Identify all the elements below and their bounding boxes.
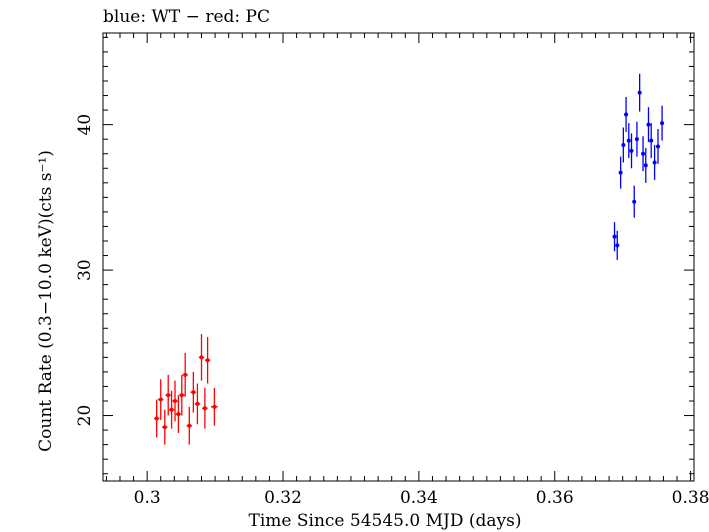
x-tick-label: 0.34 — [400, 488, 438, 508]
data-point — [632, 199, 637, 204]
data-point — [202, 406, 207, 411]
data-point — [187, 423, 192, 428]
data-point — [212, 404, 217, 409]
data-point — [195, 401, 200, 406]
data-point — [179, 393, 184, 398]
data-point — [154, 416, 159, 421]
data-point — [621, 143, 626, 147]
data-point — [191, 390, 196, 395]
data-point — [173, 399, 178, 403]
data-point — [624, 112, 629, 117]
data-point — [166, 393, 171, 398]
data-point — [618, 170, 623, 175]
x-tick-label: 0.38 — [672, 488, 709, 508]
data-point — [199, 355, 204, 360]
data-point — [162, 425, 167, 430]
data-point — [612, 234, 617, 239]
data-point — [643, 163, 648, 168]
x-tick-label: 0.32 — [264, 488, 302, 508]
y-tick-label: 20 — [75, 405, 95, 427]
data-point — [176, 412, 181, 417]
data-point — [649, 138, 654, 143]
data-point — [641, 151, 646, 156]
data-point — [655, 144, 660, 149]
axes: 0.3 0.32 0.34 0.36 0.38 20 30 40 — [75, 32, 709, 508]
series-1 — [612, 73, 665, 260]
data-point — [615, 243, 620, 248]
x-tick-label: 0.36 — [536, 488, 574, 508]
data-point — [637, 90, 642, 95]
x-tick-label: 0.3 — [134, 488, 161, 508]
chart-title: blue: WT − red: PC — [103, 7, 270, 27]
data-point — [183, 372, 188, 377]
data-point — [205, 358, 210, 363]
data-point — [169, 407, 174, 412]
data-series — [153, 73, 665, 445]
x-axis-label: Time Since 54545.0 MJD (days) — [249, 511, 522, 531]
data-point — [158, 397, 163, 402]
data-point — [646, 122, 651, 127]
y-axis-label: Count Rate (0.3−10.0 keV)(cts s⁻¹) — [36, 150, 56, 452]
plot-frame — [102, 32, 695, 482]
series-0 — [153, 334, 218, 445]
data-point — [634, 137, 639, 142]
data-point — [660, 121, 665, 126]
y-tick-label: 40 — [75, 114, 95, 136]
data-point — [626, 138, 631, 143]
y-tick-label: 30 — [75, 259, 95, 281]
data-point — [652, 160, 657, 165]
data-point — [629, 148, 634, 153]
